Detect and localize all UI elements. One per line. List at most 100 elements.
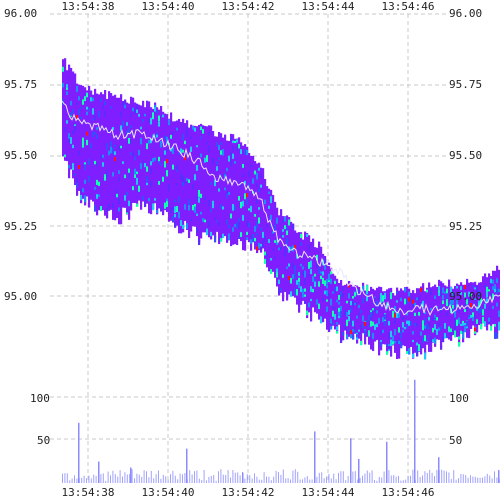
depth-level-strip bbox=[72, 163, 75, 169]
depth-level-strip bbox=[270, 196, 273, 204]
depth-level-strip bbox=[362, 315, 365, 322]
depth-level-strip bbox=[214, 179, 217, 187]
depth-level-strip bbox=[464, 326, 467, 333]
volume-bar bbox=[494, 471, 495, 483]
depth-level-strip bbox=[134, 109, 137, 115]
depth-level-strip bbox=[130, 113, 133, 118]
depth-level-strip bbox=[428, 323, 431, 327]
right-price-tick: 95.75 bbox=[449, 78, 482, 91]
volume-bar bbox=[220, 469, 222, 483]
depth-column bbox=[240, 142, 243, 242]
large-order-strip bbox=[86, 131, 89, 136]
depth-level-strip bbox=[384, 321, 387, 326]
depth-level-strip bbox=[104, 174, 107, 181]
volume-bar bbox=[268, 476, 270, 483]
depth-level-strip bbox=[362, 323, 365, 328]
large-order-strip bbox=[474, 327, 477, 332]
volume-bar bbox=[146, 471, 147, 483]
depth-level-strip bbox=[350, 319, 353, 326]
depth-level-strip bbox=[346, 312, 349, 317]
depth-column bbox=[296, 232, 299, 305]
depth-level-strip bbox=[218, 157, 221, 161]
depth-level-strip bbox=[240, 149, 243, 155]
depth-level-strip bbox=[238, 143, 241, 149]
depth-level-strip bbox=[330, 318, 333, 324]
depth-column bbox=[292, 223, 295, 297]
depth-level-strip bbox=[340, 305, 343, 313]
volume-bar bbox=[83, 475, 85, 483]
depth-level-strip bbox=[76, 85, 79, 93]
depth-level-strip bbox=[96, 194, 99, 199]
depth-level-strip bbox=[344, 325, 347, 331]
volume-bar bbox=[184, 473, 186, 483]
depth-level-strip bbox=[76, 178, 79, 183]
depth-level-strip bbox=[204, 196, 207, 200]
depth-level-strip bbox=[302, 271, 305, 276]
depth-level-strip bbox=[224, 174, 227, 179]
depth-level-strip bbox=[338, 294, 341, 300]
depth-level-strip bbox=[202, 126, 205, 129]
volume-bar bbox=[126, 474, 128, 483]
depth-column bbox=[222, 137, 225, 236]
depth-column bbox=[374, 290, 377, 342]
depth-level-strip bbox=[310, 260, 313, 268]
volume-bar bbox=[342, 471, 344, 483]
volume-bar bbox=[405, 479, 407, 483]
volume-bar bbox=[364, 473, 366, 483]
depth-level-strip bbox=[332, 310, 335, 317]
depth-level-strip bbox=[308, 302, 311, 308]
depth-level-strip bbox=[424, 335, 427, 342]
volume-bar bbox=[110, 475, 111, 483]
depth-level-strip bbox=[296, 289, 299, 296]
depth-column bbox=[252, 155, 255, 239]
depth-level-strip bbox=[170, 134, 173, 139]
depth-level-strip bbox=[410, 321, 413, 326]
depth-level-strip bbox=[238, 236, 241, 239]
depth-level-strip bbox=[460, 292, 463, 295]
depth-level-strip bbox=[144, 163, 147, 168]
volume-bar bbox=[448, 472, 450, 483]
depth-level-strip bbox=[230, 136, 233, 142]
volume-bar bbox=[419, 477, 421, 483]
depth-column bbox=[162, 111, 165, 216]
depth-level-strip bbox=[224, 187, 227, 191]
depth-level-strip bbox=[340, 291, 343, 297]
depth-column bbox=[196, 126, 199, 237]
depth-column bbox=[66, 70, 69, 162]
depth-column bbox=[430, 287, 433, 352]
depth-level-strip bbox=[122, 120, 125, 128]
depth-level-strip bbox=[184, 204, 187, 210]
volume-bar bbox=[150, 470, 152, 483]
depth-level-strip bbox=[188, 179, 191, 183]
depth-level-strip bbox=[208, 199, 211, 207]
depth-level-strip bbox=[268, 191, 271, 195]
depth-level-strip bbox=[110, 106, 113, 109]
depth-level-strip bbox=[182, 175, 185, 183]
depth-column bbox=[448, 279, 451, 340]
depth-level-strip bbox=[452, 304, 455, 309]
depth-level-strip bbox=[218, 144, 221, 151]
depth-level-strip bbox=[388, 345, 391, 350]
depth-level-strip bbox=[144, 200, 147, 208]
depth-level-strip bbox=[372, 310, 375, 316]
volume-bar bbox=[290, 479, 291, 483]
depth-column bbox=[360, 290, 363, 345]
depth-column bbox=[490, 275, 493, 327]
depth-column bbox=[342, 285, 345, 341]
volume-bar bbox=[196, 470, 198, 483]
depth-level-strip bbox=[492, 293, 495, 300]
depth-level-strip bbox=[142, 118, 145, 123]
depth-level-strip bbox=[292, 223, 295, 230]
depth-level-strip bbox=[380, 330, 383, 335]
depth-level-strip bbox=[130, 152, 133, 155]
volume-bar bbox=[498, 478, 500, 483]
depth-level-strip bbox=[456, 286, 459, 289]
depth-level-strip bbox=[330, 326, 333, 330]
depth-level-strip bbox=[452, 308, 455, 314]
depth-level-strip bbox=[402, 329, 405, 333]
depth-level-strip bbox=[376, 301, 379, 307]
depth-column bbox=[132, 97, 135, 203]
depth-column bbox=[172, 121, 175, 223]
depth-level-strip bbox=[96, 179, 99, 185]
depth-level-strip bbox=[434, 317, 437, 320]
